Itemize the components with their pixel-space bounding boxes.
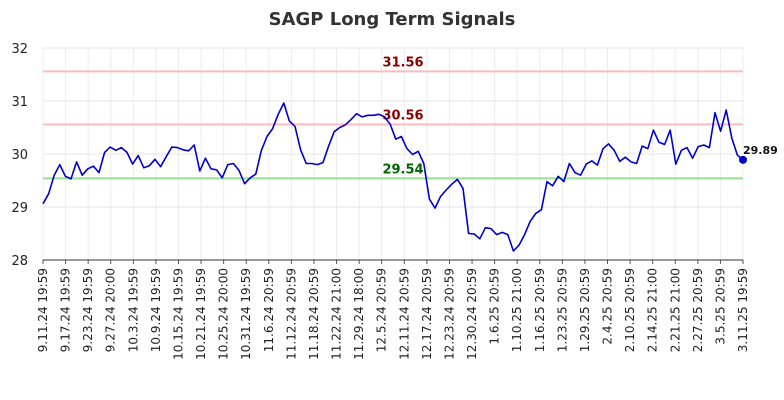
y-tick-label: 31 xyxy=(11,95,28,110)
x-tick-label: 2.10.25 20:59 xyxy=(623,268,637,352)
x-tick-label: 12.17.24 20:59 xyxy=(420,268,434,360)
x-tick-label: 10.15.24 19:59 xyxy=(171,268,185,360)
x-tick-label: 10.31.24 19:59 xyxy=(239,268,253,360)
x-tick-label: 11.12.24 20:59 xyxy=(284,268,298,360)
x-tick-label: 9.27.24 20:00 xyxy=(104,268,118,352)
reference-lines: 31.56 30.56 29.54 xyxy=(43,55,743,180)
x-tick-label: 12.30.24 20:59 xyxy=(465,268,479,360)
x-tick-label: 1.23.25 20:59 xyxy=(555,268,569,352)
x-tick-label: 10.9.24 19:59 xyxy=(149,268,163,352)
series-group: 29.89 xyxy=(42,102,778,252)
x-tick-label: 1.29.25 20:59 xyxy=(578,268,592,352)
x-tick-label: 10.3.24 19:59 xyxy=(126,268,140,352)
y-tick-label: 30 xyxy=(11,148,28,163)
x-tick-label: 3.5.25 20:59 xyxy=(713,268,727,345)
x-tick-label: 12.11.24 20:59 xyxy=(397,268,411,360)
y-axis: 28 29 30 31 32 xyxy=(11,42,28,269)
grid xyxy=(42,47,744,261)
x-tick-label: 1.16.25 20:59 xyxy=(533,268,547,352)
reference-line-label: 31.56 xyxy=(382,55,423,70)
last-value-label: 29.89 xyxy=(743,144,778,157)
x-tick-label: 11.22.24 21:00 xyxy=(330,268,344,360)
x-tick-label: 9.23.24 19:59 xyxy=(81,268,95,352)
x-tick-label: 10.25.24 20:00 xyxy=(217,268,231,360)
x-tick-label: 2.14.25 21:00 xyxy=(646,268,660,352)
reference-line-label: 29.54 xyxy=(382,162,423,177)
x-tick-label: 11.6.24 20:59 xyxy=(262,268,276,352)
last-value-marker xyxy=(739,155,747,164)
x-tick-label: 12.23.24 20:59 xyxy=(442,268,456,360)
y-tick-label: 28 xyxy=(11,254,28,269)
x-tick-label: 2.4.25 20:59 xyxy=(601,268,615,345)
y-tick-label: 29 xyxy=(11,201,28,216)
x-tick-label: 12.5.24 20:59 xyxy=(375,268,389,352)
chart-title: SAGP Long Term Signals xyxy=(269,9,516,30)
reference-line-label: 30.56 xyxy=(382,108,423,123)
x-tick-label: 3.11.25 19:59 xyxy=(736,268,750,352)
x-tick-label: 11.29.24 18:00 xyxy=(352,268,366,360)
series-line xyxy=(42,102,744,252)
x-tick-label: 1.6.25 20:59 xyxy=(488,268,502,345)
x-tick-label: 11.18.24 20:59 xyxy=(307,268,321,360)
x-tick-label: 2.21.25 21:00 xyxy=(668,268,682,352)
x-tick-label: 9.17.24 19:59 xyxy=(59,268,73,352)
x-tick-label: 9.11.24 19:59 xyxy=(36,268,50,352)
y-tick-label: 32 xyxy=(11,42,28,57)
x-tick-label: 2.27.25 20:59 xyxy=(691,268,705,352)
x-axis: 9.11.24 19:59 9.17.24 19:59 9.23.24 19:59 9… xyxy=(36,260,750,360)
x-tick-label: 10.21.24 19:59 xyxy=(194,268,208,360)
x-tick-label: 1.10.25 21:00 xyxy=(510,268,524,352)
